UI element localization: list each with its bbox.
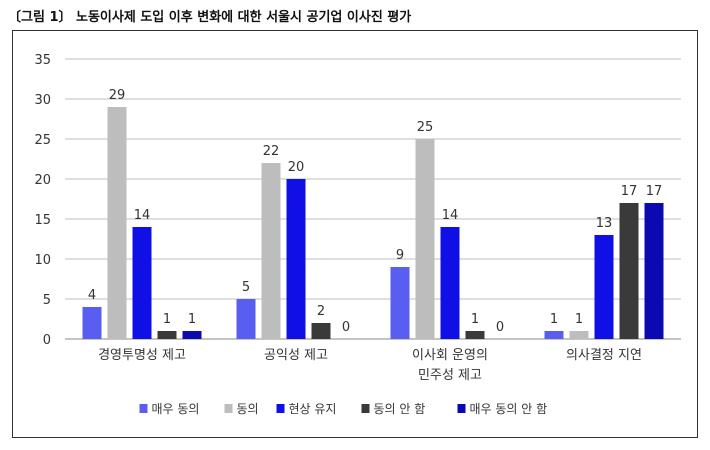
- data-label: 20: [288, 160, 305, 175]
- bar: [286, 179, 306, 339]
- data-label: 9: [396, 248, 404, 263]
- y-tick-label: 0: [43, 333, 51, 348]
- bar: [594, 235, 614, 339]
- bar: [569, 331, 589, 339]
- legend-label: 현상 유지: [289, 402, 337, 416]
- bar: [236, 299, 256, 339]
- x-tick-label: 공익성 제고: [264, 348, 328, 363]
- data-label: 14: [134, 208, 151, 223]
- y-tick-label: 20: [34, 173, 51, 188]
- legend-swatch: [224, 404, 233, 413]
- y-tick-label: 25: [34, 133, 51, 148]
- data-label: 22: [263, 144, 280, 159]
- chart-frame: 4 29 14 1 1 5 22 20 2 0 9 25 14 1 0 1 1 13 17 17 0 5 10 15 20 25…: [12, 30, 698, 438]
- y-tick-label: 5: [43, 293, 51, 308]
- bar: [107, 107, 127, 339]
- bar: [157, 331, 177, 339]
- legend-swatch: [276, 404, 285, 413]
- bar: [82, 307, 102, 339]
- data-label: 13: [596, 216, 613, 231]
- data-label: 1: [575, 312, 583, 327]
- data-label: 0: [342, 320, 350, 335]
- data-label: 17: [621, 184, 638, 199]
- data-label: 1: [550, 312, 558, 327]
- data-label: 1: [163, 312, 171, 327]
- legend-swatch: [457, 404, 466, 413]
- figure-caption: 〔그림 1〕 노동이사제 도입 이후 변화에 대한 서울시 공기업 이사진 평가: [8, 10, 412, 25]
- legend-swatch: [139, 404, 148, 413]
- data-label: 14: [442, 208, 459, 223]
- data-label: 25: [417, 120, 434, 135]
- bar: [390, 267, 410, 339]
- bar: [619, 203, 639, 339]
- data-label: 2: [317, 304, 325, 319]
- bar: [132, 227, 152, 339]
- data-label: 29: [109, 88, 126, 103]
- legend-swatch: [361, 404, 370, 413]
- bar: [415, 139, 435, 339]
- x-tick-label: 민주성 제고: [418, 368, 482, 383]
- legend-label: 동의: [237, 402, 259, 416]
- y-tick-label: 15: [34, 213, 51, 228]
- x-tick-label: 이사회 운영의: [412, 348, 488, 363]
- data-label: 17: [646, 184, 663, 199]
- bar: [182, 331, 202, 339]
- data-label: 1: [188, 312, 196, 327]
- legend-label: 매우 동의: [152, 402, 200, 416]
- bar: [644, 203, 664, 339]
- bar: [311, 323, 331, 339]
- y-tick-label: 30: [34, 93, 51, 108]
- bar: [440, 227, 460, 339]
- x-tick-label: 의사결정 지연: [566, 348, 642, 363]
- bar: [544, 331, 564, 339]
- legend-label: 매우 동의 안 함: [470, 402, 548, 416]
- data-label: 1: [471, 312, 479, 327]
- x-tick-label: 경영투명성 제고: [98, 348, 186, 363]
- legend-label: 동의 안 함: [374, 402, 426, 416]
- data-label: 5: [242, 280, 250, 295]
- data-label: 0: [496, 320, 504, 335]
- bar: [261, 163, 281, 339]
- y-tick-label: 10: [34, 253, 51, 268]
- data-label: 4: [88, 288, 96, 303]
- bar: [465, 331, 485, 339]
- y-tick-label: 35: [34, 53, 51, 68]
